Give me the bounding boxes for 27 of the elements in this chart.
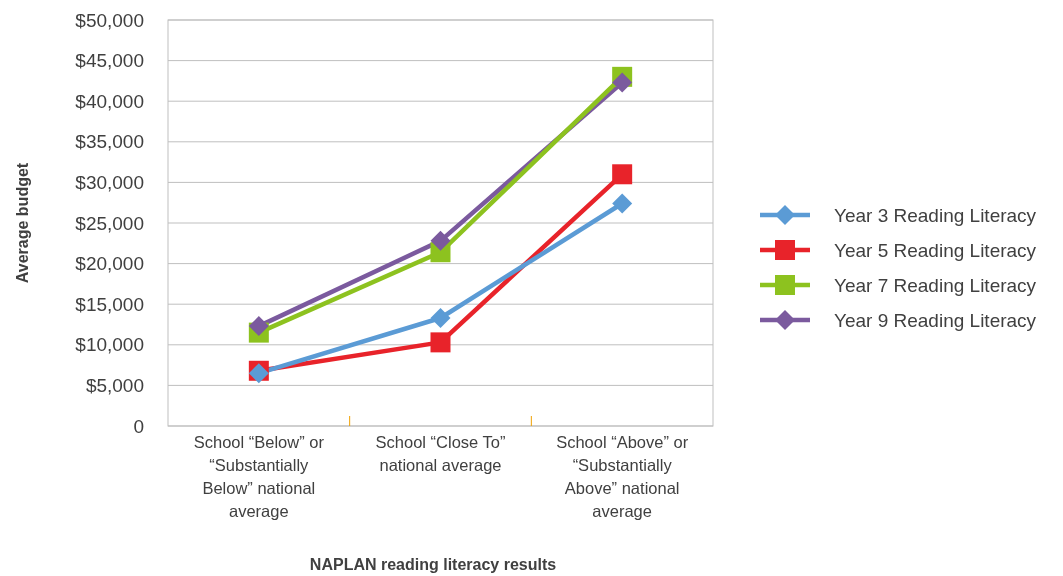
x-tick-label: School “Close To” national average [375, 433, 506, 474]
y-tick-label: $10,000 [75, 334, 144, 356]
legend-label: Year 5 Reading Literacy [834, 239, 1037, 261]
point [612, 164, 633, 185]
legend-label: Year 7 Reading Literacy [834, 274, 1037, 296]
y-tick-label: $20,000 [75, 253, 144, 275]
point [430, 230, 451, 251]
y-axis-title: Average budget [14, 162, 31, 284]
y-tick-label: $50,000 [75, 9, 144, 31]
point [612, 72, 633, 93]
y-tick-label: $15,000 [75, 293, 144, 315]
y-tick-label: $40,000 [75, 90, 144, 112]
y-tick-label: $25,000 [75, 212, 144, 234]
y-tick-label: $30,000 [75, 172, 144, 194]
point [248, 316, 269, 337]
legend-label: Year 3 Reading Literacy [834, 204, 1037, 226]
x-tick-label: School “Below” or “Substantially Below” national average [193, 433, 325, 520]
point [430, 332, 451, 353]
y-tick-label: $45,000 [75, 50, 144, 72]
y-tick-label: $35,000 [75, 131, 144, 153]
point [430, 308, 451, 328]
legend-label: Year 9 Reading Literacy [834, 309, 1037, 331]
x-tick-label: School “Above” or “Substantially Above” national average [556, 433, 689, 520]
y-tick-label: $5,000 [85, 375, 144, 397]
x-axis-title: NAPLAN reading literacy results [309, 556, 557, 573]
y-tick-label: 0 [133, 415, 144, 437]
point [612, 193, 633, 214]
